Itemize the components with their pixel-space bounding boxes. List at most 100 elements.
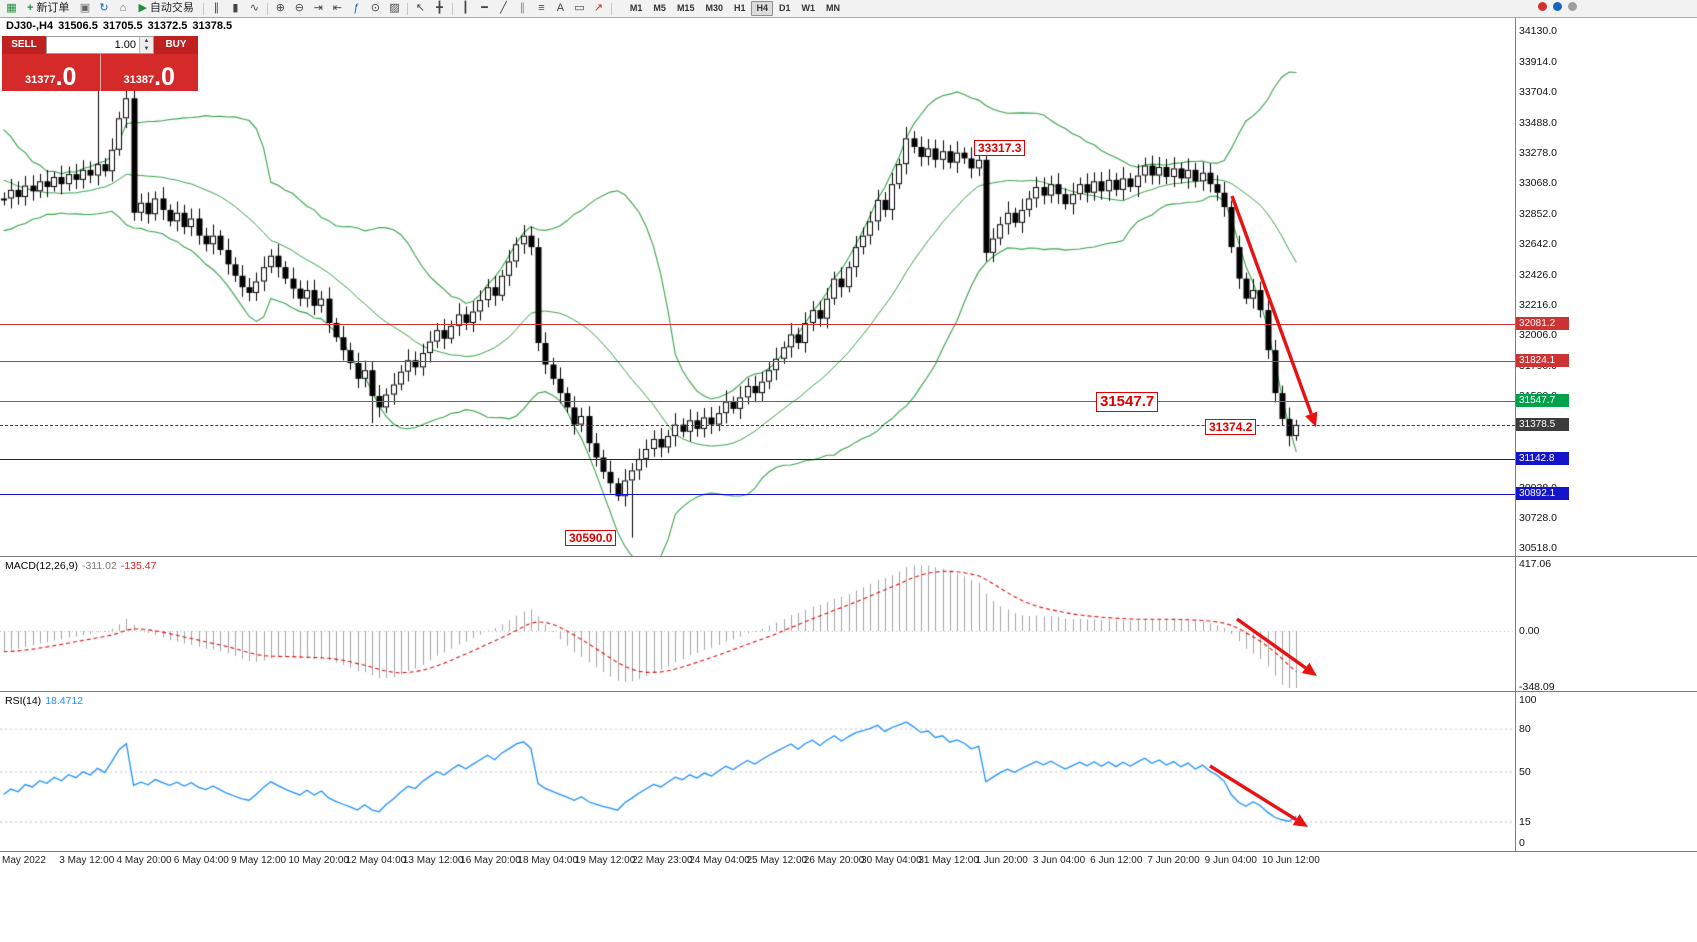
toolbar-items: ▦ + 新订单 ▣ ↻ ⌂ ▶ 自动交易 ∥ ▮ ∿ ⊕ ⊖ ⇥ ⇤ ƒ ⊙ ▨ ↖ ╋ ┃ ━ ╱ ∥ ≡ A ▭ ↗ M1 M5 M15… xyxy=(0,0,845,17)
time-axis-label: 13 May 12:00 xyxy=(402,855,464,866)
time-axis-label: 3 Jun 04:00 xyxy=(1032,855,1086,866)
timeframe-group: M1 M5 M15 M30 H1 H4 D1 W1 MN xyxy=(625,1,845,16)
main-chart-canvas[interactable] xyxy=(0,17,1515,556)
toolbar-separator xyxy=(266,2,268,15)
price-down-arrow[interactable] xyxy=(1222,186,1326,437)
rsi-down-arrow[interactable] xyxy=(1200,756,1318,837)
timeframe-mn[interactable]: MN xyxy=(826,3,841,13)
time-axis-label: 10 May 20:00 xyxy=(288,855,349,866)
help-icon[interactable] xyxy=(1568,2,1577,11)
auto-scroll-icon[interactable]: ⇥ xyxy=(313,2,324,14)
vertical-line-icon[interactable]: ┃ xyxy=(462,2,469,14)
breakdown-label[interactable]: 31374.2 xyxy=(1205,419,1257,435)
timeframe-h4[interactable]: H4 xyxy=(751,1,773,16)
new-order-button[interactable]: + 新订单 xyxy=(22,1,74,16)
volume-up-button[interactable]: ▲ xyxy=(140,37,153,45)
resistance-line-32081[interactable] xyxy=(0,324,1515,325)
rsi-panel-separator[interactable] xyxy=(0,691,1697,692)
timeframe-h1[interactable]: H1 xyxy=(733,3,746,13)
y-axis-label: 34130.0 xyxy=(1519,25,1557,37)
support-line-30892[interactable] xyxy=(0,494,1515,495)
macd-panel-separator[interactable] xyxy=(0,556,1697,557)
bar-high: 31705.5 xyxy=(102,20,143,32)
support-line-31142[interactable] xyxy=(0,459,1515,460)
bar-open: 31506.5 xyxy=(58,20,98,32)
crosshair-icon[interactable]: ╋ xyxy=(436,2,443,14)
rsi-axis-label: 80 xyxy=(1519,722,1531,735)
time-axis-label: 25 May 12:00 xyxy=(746,855,808,866)
sell-price[interactable]: 31377.0 xyxy=(2,54,101,91)
rsi-indicator-canvas[interactable] xyxy=(0,692,1515,851)
time-axis-label: 16 May 20:00 xyxy=(460,855,521,866)
cursor-icon[interactable]: ↖ xyxy=(415,2,426,14)
one-click-trading-widget: SELL 1.00 ▲ ▼ BUY 31377.0 31387.0 xyxy=(2,36,198,91)
timeframe-d1[interactable]: D1 xyxy=(779,3,791,13)
sell-price-main: 31377 xyxy=(25,74,56,86)
indicators-icon[interactable]: ƒ xyxy=(353,2,360,14)
macd-down-arrow[interactable] xyxy=(1227,609,1327,686)
volume-field[interactable]: 1.00 ▲ ▼ xyxy=(46,36,154,54)
candles-chart-icon[interactable]: ▮ xyxy=(232,2,239,14)
alert-icon[interactable] xyxy=(1538,2,1547,11)
swing-low-label[interactable]: 30590.0 xyxy=(565,530,617,546)
resistance-line-31824[interactable] xyxy=(0,361,1515,362)
arrow-tool-icon[interactable]: ↗ xyxy=(593,2,604,14)
templates-icon[interactable]: ▨ xyxy=(389,2,400,14)
resistance-line-31824-tag: 31824.1 xyxy=(1516,354,1569,367)
rsi-axis-label: 15 xyxy=(1519,815,1531,828)
rsi-value: 18.4712 xyxy=(45,695,84,707)
y-axis-label: 30518.0 xyxy=(1519,542,1557,554)
current-price-line[interactable] xyxy=(0,425,1515,426)
y-axis-label: 32426.0 xyxy=(1519,268,1557,281)
y-axis-label: 30728.0 xyxy=(1519,511,1557,524)
trendline-icon[interactable]: ╱ xyxy=(500,2,507,14)
fibonacci-icon[interactable]: ≡ xyxy=(538,2,545,14)
time-axis-label: 9 May 12:00 xyxy=(231,855,287,866)
navigator-icon[interactable]: ⌂ xyxy=(119,2,127,14)
refresh-icon[interactable]: ↻ xyxy=(99,2,109,14)
community-icon[interactable] xyxy=(1553,2,1562,11)
support-line-31547[interactable] xyxy=(0,401,1515,402)
buy-button[interactable]: BUY xyxy=(154,36,198,54)
chart-window-icon[interactable]: ▣ xyxy=(79,2,91,14)
volume-down-button[interactable]: ▼ xyxy=(140,45,153,53)
auto-trading-button-glyph: ▶ xyxy=(138,2,147,14)
toolbar-separator xyxy=(451,2,453,15)
buy-price[interactable]: 31387.0 xyxy=(101,54,199,91)
macd-indicator-canvas[interactable] xyxy=(0,557,1515,691)
time-axis-label: 7 Jun 20:00 xyxy=(1147,855,1200,866)
volume-value[interactable]: 1.00 xyxy=(114,39,136,51)
auto-trading-button[interactable]: ▶ 自动交易 xyxy=(133,1,198,16)
y-axis-label: 32642.0 xyxy=(1519,237,1557,250)
text-icon[interactable]: A xyxy=(556,2,565,14)
new-order-button-label: 新订单 xyxy=(36,2,70,14)
zoom-in-icon[interactable]: ⊕ xyxy=(275,2,286,14)
channel-icon[interactable]: ∥ xyxy=(519,2,526,14)
new-order-button-glyph: + xyxy=(27,2,34,14)
toolbar-separator xyxy=(202,2,204,15)
timeframe-m5[interactable]: M5 xyxy=(653,3,666,13)
time-axis-label: 9 Jun 04:00 xyxy=(1204,855,1257,866)
y-axis-label: 33278.0 xyxy=(1519,146,1557,159)
horizontal-line-icon[interactable]: ━ xyxy=(481,2,488,14)
timeframe-m30[interactable]: M30 xyxy=(705,3,723,13)
bar-low: 31372.5 xyxy=(147,20,188,32)
timeframe-m15[interactable]: M15 xyxy=(676,3,695,13)
resistance-line-32081-tag: 32081.2 xyxy=(1516,317,1569,330)
swing-high-label[interactable]: 33317.3 xyxy=(974,140,1026,156)
bars-chart-icon[interactable]: ∥ xyxy=(213,2,220,14)
key-level-label[interactable]: 31547.7 xyxy=(1096,392,1159,412)
timeframe-w1[interactable]: W1 xyxy=(801,3,816,13)
label-icon[interactable]: ▭ xyxy=(574,2,585,14)
toolbar-right-icons xyxy=(1538,2,1577,11)
timeframe-m1[interactable]: M1 xyxy=(629,3,643,13)
time-axis-label: May 2022 xyxy=(2,855,46,866)
sell-button[interactable]: SELL xyxy=(2,36,46,54)
toolbar: ▦ + 新订单 ▣ ↻ ⌂ ▶ 自动交易 ∥ ▮ ∿ ⊕ ⊖ ⇥ ⇤ ƒ ⊙ ▨ ↖ ╋ ┃ ━ ╱ ∥ ≡ A ▭ ↗ M1 M5 M15… xyxy=(0,0,1697,18)
zoom-out-icon[interactable]: ⊖ xyxy=(294,2,305,14)
periods-icon[interactable]: ⊙ xyxy=(370,2,381,14)
line-chart-icon[interactable]: ∿ xyxy=(249,2,260,14)
chart-shift-icon[interactable]: ⇤ xyxy=(332,2,343,14)
mt4-logo-icon[interactable]: ▦ xyxy=(6,2,17,14)
